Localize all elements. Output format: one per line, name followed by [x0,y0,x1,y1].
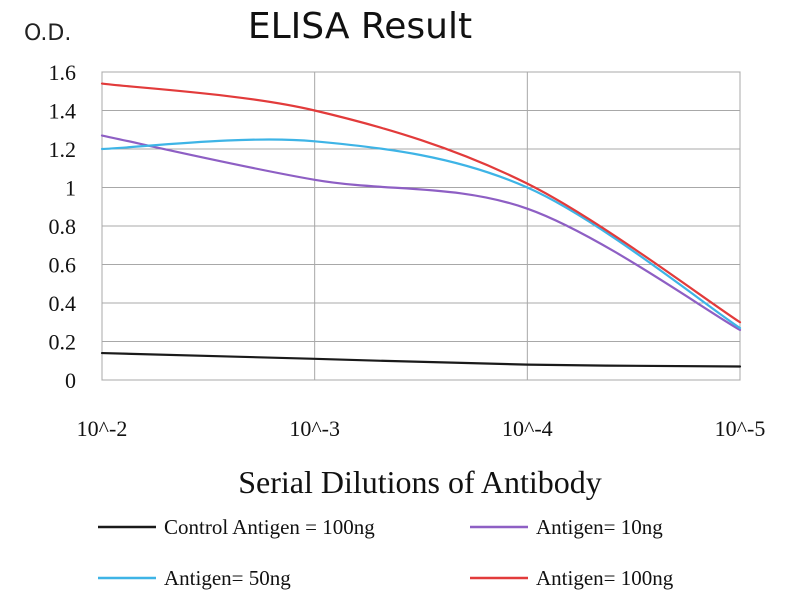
y-tick-label: 0.6 [49,253,77,278]
series-line-0 [100,351,742,368]
series-line-3 [100,82,742,324]
x-tick-label: 10^-4 [502,416,553,441]
x-tick-label: 10^-3 [289,416,340,441]
legend-label-3: Antigen= 100ng [536,566,674,590]
legend-label-0: Control Antigen = 100ng [164,515,375,539]
legend: Control Antigen = 100ng Antigen= 10ng Anti… [98,515,674,590]
y-tick-label: 0.2 [49,330,77,355]
y-tick-labels: 0 0.2 0.4 0.6 0.8 1 1.2 1.4 1.6 [49,60,77,393]
y-tick-label: 0.4 [49,291,77,316]
chart-title: ELISA Result [248,6,472,47]
y-tick-label: 0.8 [49,214,77,239]
x-tick-labels: 10^-2 10^-3 10^-4 10^-5 [77,416,766,441]
x-tick-label: 10^-5 [715,416,766,441]
y-tick-label: 0 [65,368,76,393]
legend-label-2: Antigen= 50ng [164,566,291,590]
x-axis-label: Serial Dilutions of Antibody [238,464,602,500]
y-tick-label: 1.2 [49,137,77,162]
grid-lines [101,71,741,381]
y-tick-label: 1.6 [49,60,77,85]
y-axis-label: O.D. [24,21,71,46]
y-tick-label: 1 [65,176,76,201]
series-lines [100,82,742,368]
series-line-1 [100,134,742,332]
legend-label-1: Antigen= 10ng [536,515,663,539]
y-tick-label: 1.4 [49,99,77,124]
x-tick-label: 10^-2 [77,416,128,441]
series-line-2 [100,138,742,330]
